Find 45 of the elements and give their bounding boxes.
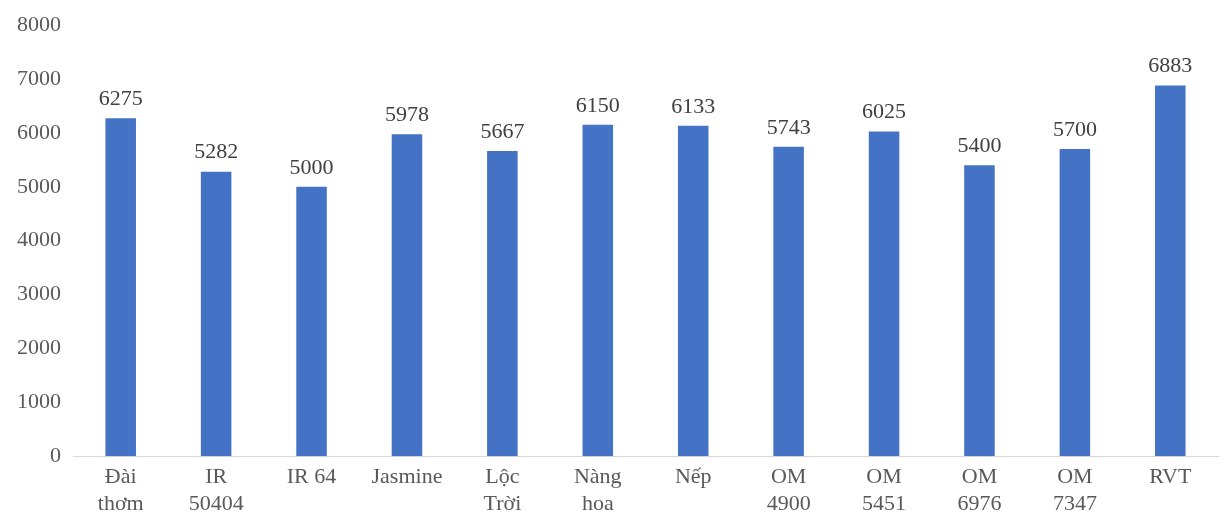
data-label: 5000 bbox=[289, 153, 334, 179]
data-label: 6883 bbox=[1148, 52, 1193, 78]
bar bbox=[773, 146, 804, 457]
y-tick-label: 4000 bbox=[17, 226, 61, 252]
data-label: 5700 bbox=[1052, 115, 1097, 141]
bar bbox=[1059, 149, 1091, 457]
y-tick-label: 6000 bbox=[17, 118, 61, 144]
bar bbox=[296, 186, 327, 457]
data-label: 6150 bbox=[575, 91, 620, 117]
x-tick-label: IR 64 bbox=[286, 463, 337, 489]
bar bbox=[391, 134, 423, 457]
y-tick-label: 0 bbox=[50, 441, 61, 467]
bar bbox=[582, 124, 614, 457]
data-label: 6133 bbox=[671, 92, 716, 118]
y-tick-label: 5000 bbox=[17, 172, 61, 198]
y-tick-label: 2000 bbox=[17, 334, 61, 360]
x-tick-label: Nàng hoa bbox=[573, 463, 622, 515]
x-tick-label: OM 6976 bbox=[957, 463, 1002, 515]
data-label: 5667 bbox=[480, 117, 525, 143]
bar bbox=[677, 125, 709, 457]
x-tick-label: Nếp bbox=[674, 463, 712, 489]
bar bbox=[200, 171, 232, 457]
x-tick-label: Jasmine bbox=[371, 463, 443, 489]
y-tick-label: 7000 bbox=[17, 64, 61, 90]
data-label: 6025 bbox=[862, 98, 907, 124]
x-tick-label: Đài thơm bbox=[97, 463, 144, 515]
data-label: 5400 bbox=[957, 132, 1002, 158]
x-tick-label: RVT bbox=[1149, 463, 1192, 489]
y-tick-label: 8000 bbox=[17, 10, 61, 36]
bar bbox=[964, 165, 995, 457]
y-tick-label: 3000 bbox=[17, 280, 61, 306]
data-label: 6275 bbox=[98, 84, 143, 110]
bar bbox=[868, 131, 900, 457]
bar bbox=[487, 150, 518, 457]
data-label: 5978 bbox=[384, 100, 429, 126]
y-tick-label: 1000 bbox=[17, 388, 61, 414]
x-tick-label: Lộc Trời bbox=[483, 463, 522, 515]
x-tick-label: OM 7347 bbox=[1052, 463, 1097, 515]
x-tick-label: OM 5451 bbox=[862, 463, 907, 515]
data-label: 5743 bbox=[766, 113, 811, 139]
bar bbox=[1155, 85, 1186, 457]
bar bbox=[105, 118, 136, 457]
x-tick-label: IR 50404 bbox=[188, 463, 244, 515]
x-tick-label: OM 4900 bbox=[766, 463, 811, 515]
data-label: 5282 bbox=[194, 138, 239, 164]
